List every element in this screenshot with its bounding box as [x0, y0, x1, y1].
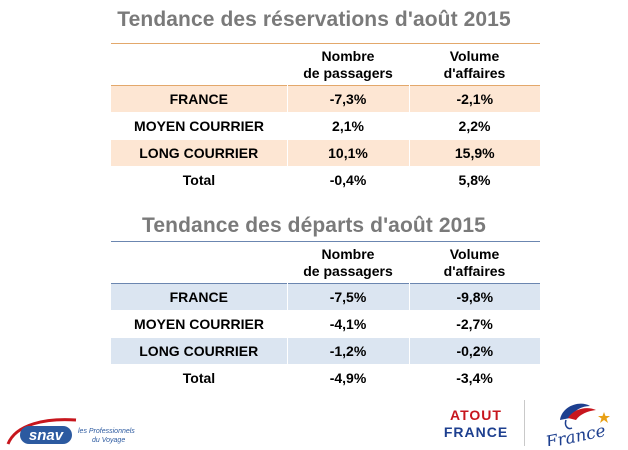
cell-passagers: -1,2%	[286, 337, 409, 365]
header-line: Nombre	[321, 246, 375, 262]
atout-line2: FRANCE	[444, 424, 508, 440]
snav-tagline: du Voyage	[92, 437, 125, 444]
column-header-passagers: Nombre de passagers	[287, 242, 409, 284]
star-icon	[598, 412, 610, 423]
atout-france-logo: ATOUT FRANCE	[444, 407, 508, 440]
france-hair-red	[568, 408, 596, 420]
cell-affaires: 15,9%	[408, 139, 540, 167]
cell-affaires: -2,1%	[408, 85, 540, 113]
column-header-passagers: Nombre de passagers	[287, 44, 409, 86]
row-label: MOYEN COURRIER	[134, 316, 264, 332]
cell-affaires: -9,8%	[408, 283, 540, 311]
cell-affaires: -0,2%	[408, 337, 540, 365]
cell-affaires: 5,8%	[458, 172, 491, 188]
table-row: FRANCE -7,5% -9,8%	[111, 283, 540, 311]
empty-header-cell	[111, 44, 287, 86]
header-line: de passagers	[303, 263, 393, 279]
cell-passagers: -4,9%	[329, 370, 367, 386]
departs-table: Nombre de passagers Volume d'affaires FR…	[111, 241, 540, 392]
table-row: LONG COURRIER -1,2% -0,2%	[111, 337, 540, 365]
logo-divider	[524, 400, 525, 446]
row-label: FRANCE	[111, 85, 287, 113]
header-line: d'affaires	[443, 263, 506, 279]
cell-affaires: -3,4%	[456, 370, 493, 386]
table-row: LONG COURRIER 10,1% 15,9%	[111, 139, 540, 167]
row-label: LONG COURRIER	[111, 139, 287, 167]
table-row: MOYEN COURRIER 2,1% 2,2%	[111, 113, 540, 140]
reservations-title: Tendance des réservations d'août 2015	[117, 8, 511, 31]
france-wordmark: France	[543, 421, 607, 446]
cell-passagers: 10,1%	[286, 139, 409, 167]
snav-logo: snav les Professionnels du Voyage	[6, 418, 135, 445]
snav-wordmark: snav	[29, 427, 65, 444]
row-label: FRANCE	[111, 283, 287, 311]
header-line: Volume	[449, 246, 500, 262]
cell-passagers: -7,5%	[286, 283, 409, 311]
column-header-affaires: Volume d'affaires	[409, 44, 540, 86]
header-line: d'affaires	[443, 65, 506, 81]
table-row-total: Total -4,9% -3,4%	[111, 365, 540, 392]
snav-badge	[20, 426, 72, 444]
cell-affaires: -2,7%	[456, 316, 493, 332]
table-row: FRANCE -7,3% -2,1%	[111, 85, 540, 113]
header-line: Nombre	[321, 48, 375, 64]
table-row: MOYEN COURRIER -4,1% -2,7%	[111, 311, 540, 338]
departs-title: Tendance des départs d'août 2015	[142, 214, 486, 237]
row-label: LONG COURRIER	[111, 337, 287, 365]
snav-tagline: les Professionnels	[78, 428, 135, 435]
row-label: Total	[182, 370, 216, 386]
france-hair-blue	[560, 403, 590, 420]
cell-passagers: 2,1%	[332, 118, 364, 134]
header-line: Volume	[449, 48, 500, 64]
table-header-row: Nombre de passagers Volume d'affaires	[111, 44, 540, 86]
cell-passagers: -4,1%	[329, 316, 367, 332]
france-face	[564, 419, 573, 430]
table-row-total: Total -0,4% 5,8%	[111, 167, 540, 194]
table-header-row: Nombre de passagers Volume d'affaires	[111, 242, 540, 284]
row-label: MOYEN COURRIER	[134, 118, 264, 134]
cell-passagers: -0,4%	[329, 172, 367, 188]
row-label: Total	[182, 172, 216, 188]
cell-affaires: 2,2%	[458, 118, 491, 134]
reservations-table: Nombre de passagers Volume d'affaires FR…	[111, 43, 540, 194]
france-logo: France	[543, 403, 610, 446]
header-line: de passagers	[303, 65, 393, 81]
column-header-affaires: Volume d'affaires	[409, 242, 540, 284]
empty-header-cell	[111, 242, 287, 284]
atout-line1: ATOUT	[450, 407, 502, 423]
cell-passagers: -7,3%	[286, 85, 409, 113]
snav-swoosh-red	[6, 418, 77, 445]
